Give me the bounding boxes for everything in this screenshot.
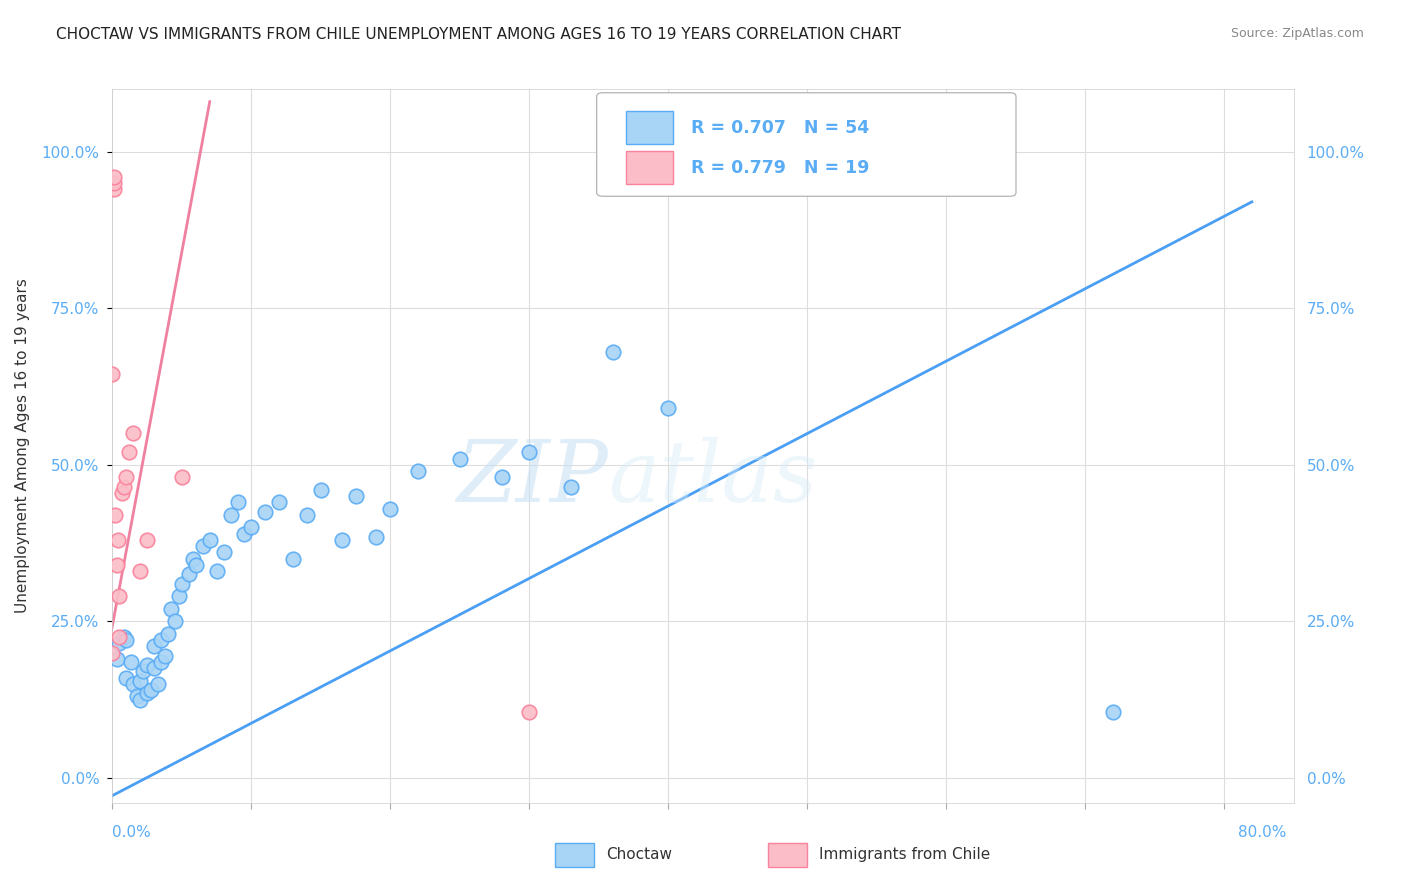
Point <box>150 633 173 648</box>
Point <box>122 426 145 441</box>
Point <box>112 480 135 494</box>
Point <box>380 501 402 516</box>
Text: Source: ZipAtlas.com: Source: ZipAtlas.com <box>1230 27 1364 40</box>
Point <box>181 551 204 566</box>
Point <box>205 564 228 578</box>
Point <box>170 576 193 591</box>
Text: Choctaw: Choctaw <box>606 847 672 863</box>
FancyBboxPatch shape <box>596 93 1017 196</box>
FancyBboxPatch shape <box>555 844 595 867</box>
Point <box>148 677 170 691</box>
Point <box>254 505 277 519</box>
Point <box>309 483 332 497</box>
Point <box>108 636 131 650</box>
Point <box>167 589 190 603</box>
Point <box>366 530 388 544</box>
Point <box>160 601 183 615</box>
Point <box>163 614 186 628</box>
Point <box>141 683 163 698</box>
Point <box>129 673 152 688</box>
Text: Immigrants from Chile: Immigrants from Chile <box>818 847 990 863</box>
Point <box>212 545 235 559</box>
Point <box>269 495 291 509</box>
Point <box>120 655 142 669</box>
Point <box>108 630 131 644</box>
Point <box>198 533 221 547</box>
Point <box>155 648 177 663</box>
Point <box>111 486 134 500</box>
FancyBboxPatch shape <box>626 112 673 145</box>
Text: 0.0%: 0.0% <box>112 825 152 840</box>
Y-axis label: Unemployment Among Ages 16 to 19 years: Unemployment Among Ages 16 to 19 years <box>15 278 30 614</box>
Point <box>219 508 242 522</box>
Point <box>129 564 152 578</box>
Point <box>170 470 193 484</box>
Point <box>118 445 141 459</box>
Point <box>240 520 263 534</box>
Point <box>122 677 145 691</box>
Point <box>491 470 513 484</box>
Point <box>143 640 166 654</box>
Point <box>330 533 353 547</box>
Point <box>103 182 125 196</box>
Point <box>177 567 200 582</box>
Point <box>157 627 180 641</box>
Point <box>103 176 125 190</box>
Point <box>560 480 582 494</box>
Point <box>101 367 124 381</box>
Text: ZIP: ZIP <box>457 437 609 519</box>
Point <box>129 692 152 706</box>
Point <box>517 445 540 459</box>
Point <box>517 705 540 719</box>
Text: CHOCTAW VS IMMIGRANTS FROM CHILE UNEMPLOYMENT AMONG AGES 16 TO 19 YEARS CORRELAT: CHOCTAW VS IMMIGRANTS FROM CHILE UNEMPLO… <box>56 27 901 42</box>
Point <box>150 655 173 669</box>
Point <box>115 470 138 484</box>
Point <box>184 558 207 572</box>
Point <box>127 690 149 704</box>
Point <box>344 489 367 503</box>
Text: atlas: atlas <box>609 437 818 519</box>
Text: R = 0.779   N = 19: R = 0.779 N = 19 <box>692 159 869 177</box>
Point <box>105 558 128 572</box>
Point <box>143 661 166 675</box>
Point <box>406 464 429 478</box>
Point <box>657 401 679 416</box>
Point <box>104 508 127 522</box>
Text: R = 0.707   N = 54: R = 0.707 N = 54 <box>692 119 869 136</box>
Point <box>112 630 135 644</box>
Point <box>233 526 256 541</box>
Point <box>132 665 155 679</box>
Point <box>105 652 128 666</box>
Point <box>108 589 131 603</box>
Point <box>115 671 138 685</box>
Text: 80.0%: 80.0% <box>1239 825 1286 840</box>
Point <box>115 633 138 648</box>
Point <box>602 345 624 359</box>
Point <box>191 539 214 553</box>
FancyBboxPatch shape <box>626 152 673 184</box>
Point <box>226 495 249 509</box>
Point <box>1102 705 1125 719</box>
Point <box>136 658 159 673</box>
Point <box>107 533 129 547</box>
Point <box>101 646 124 660</box>
Point <box>295 508 318 522</box>
Point <box>136 533 159 547</box>
Point <box>281 551 304 566</box>
FancyBboxPatch shape <box>768 844 807 867</box>
Point <box>449 451 471 466</box>
Point <box>103 169 125 184</box>
Point <box>136 686 159 700</box>
